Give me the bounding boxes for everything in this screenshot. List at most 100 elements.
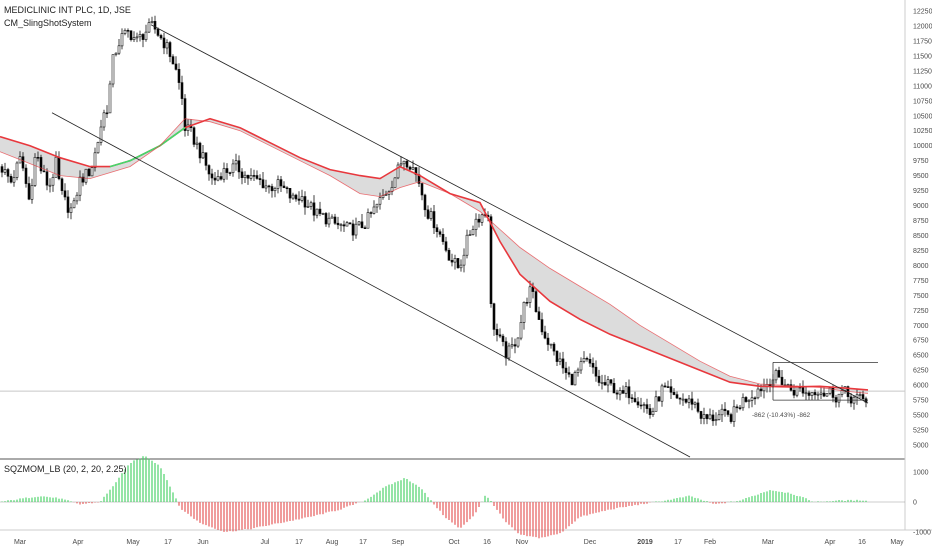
candle-body	[90, 167, 94, 177]
time-tick-label: 16	[483, 539, 491, 546]
price-tick-label: 9000	[913, 203, 929, 210]
candle-body	[99, 126, 103, 143]
price-tick-label: 6500	[913, 353, 929, 360]
price-tick-label: 9750	[913, 158, 929, 165]
candle-body	[207, 165, 211, 175]
price-tick-label: 5750	[913, 398, 929, 405]
candle-body	[27, 183, 31, 200]
candle-body	[213, 177, 217, 181]
candle-body	[291, 194, 295, 199]
time-tick-label: 17	[359, 539, 367, 546]
candle-body	[639, 404, 643, 407]
candle-body	[396, 164, 400, 179]
candle-body	[756, 388, 760, 399]
ema-fast-line	[0, 117, 869, 391]
candle-body	[570, 373, 574, 386]
price-tick-label: 8250	[913, 248, 929, 255]
candle-body	[21, 156, 25, 169]
candle-body	[309, 202, 313, 207]
candle-body	[525, 301, 529, 304]
candle-body	[588, 358, 592, 364]
candle-body	[114, 52, 118, 55]
ema-fast-green-segment	[109, 127, 186, 168]
candle-body	[102, 112, 106, 128]
candle-body	[663, 385, 667, 388]
price-tick-label: 7500	[913, 293, 929, 300]
candle-body	[534, 291, 538, 313]
candle-body	[165, 42, 169, 49]
candle-body	[12, 177, 16, 183]
time-tick-label: Oct	[449, 539, 460, 546]
candle-body	[42, 170, 46, 173]
candle-body	[354, 223, 358, 236]
candle-body	[405, 160, 409, 168]
price-tick-label: 9500	[913, 173, 929, 180]
chart-title: MEDICLINIC INT PLC, 1D, JSE	[4, 5, 131, 15]
candle-body	[9, 176, 13, 183]
candle-body	[618, 390, 622, 395]
time-tick-label: Feb	[704, 539, 716, 546]
candle-body	[711, 414, 715, 422]
candle-body	[492, 303, 496, 330]
candle-body	[333, 216, 337, 224]
candle-body	[693, 402, 697, 405]
price-axis: 5000 5250 5500 5750 6000 6250 6500 6750 7000 7250…	[913, 9, 932, 450]
candle-body	[546, 337, 550, 345]
candle-body	[285, 187, 289, 189]
indicator-title: SQZMOM_LB (20, 2, 20, 2.25)	[4, 464, 127, 474]
candle-body	[15, 162, 19, 178]
candle-body	[630, 397, 634, 400]
candle-body	[75, 194, 79, 202]
price-tick-label: 9250	[913, 188, 929, 195]
candle-body	[429, 211, 433, 219]
measure-label: -862 (-10.43%) -862	[752, 412, 811, 419]
candle-body	[468, 234, 472, 236]
candle-body	[627, 386, 631, 399]
candle-body	[456, 258, 460, 269]
candle-body	[612, 382, 616, 394]
candle-body	[195, 142, 199, 145]
candle-body	[360, 221, 364, 229]
momentum-histogram	[0, 456, 905, 539]
candle-body	[621, 390, 625, 394]
candle-body	[51, 177, 55, 186]
candle-body	[273, 188, 277, 192]
candle-body	[126, 29, 130, 32]
candle-body	[672, 391, 676, 395]
candle-body	[438, 231, 442, 235]
candle-body	[726, 410, 730, 415]
price-tick-label: 10500	[913, 113, 932, 120]
candle-body	[66, 196, 70, 213]
price-tick-label: 6000	[913, 383, 929, 390]
indicator-tick-label: 1000	[913, 470, 929, 477]
candle-body	[513, 344, 517, 347]
price-tick-label: 6750	[913, 338, 929, 345]
candle-body	[267, 185, 271, 188]
candle-body	[450, 259, 454, 263]
candle-body	[141, 34, 145, 40]
candle-body	[72, 200, 76, 209]
candle-body	[633, 398, 637, 403]
candle-body	[804, 392, 808, 395]
candle-body	[321, 213, 325, 215]
candle-body	[474, 218, 478, 230]
candle-body	[177, 69, 181, 83]
candle-body	[402, 160, 406, 165]
candle-body	[591, 362, 595, 368]
candle-body	[741, 397, 745, 409]
candle-body	[753, 397, 757, 400]
candle-body	[168, 42, 172, 57]
candle-body	[135, 36, 139, 39]
time-tick-label: 16	[858, 539, 866, 546]
candle-body	[828, 387, 832, 394]
price-tick-label: 10000	[913, 143, 932, 150]
price-tick-label: 8000	[913, 263, 929, 270]
candle-body	[0, 166, 4, 173]
candle-body	[597, 375, 601, 383]
candle-body	[780, 376, 784, 386]
candle-body	[243, 174, 247, 178]
candle-body	[696, 402, 700, 412]
candle-body	[528, 286, 532, 303]
candle-body	[279, 179, 283, 187]
